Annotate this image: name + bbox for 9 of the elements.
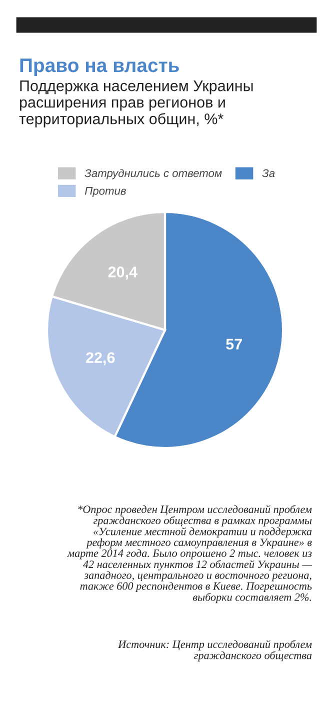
legend-label: Затруднились с ответом bbox=[84, 168, 222, 180]
chart-subtitle: Поддержка населением Украины расширения прав регионов и территориальных общин, %* bbox=[19, 80, 253, 128]
data-label: 22,6 bbox=[86, 352, 115, 366]
chart-title: Право на власть bbox=[20, 58, 179, 76]
text: *Опрос проведен Центром исследований проблем гражданского общества в рамках программы «Усиление местной демократии и поддержка реформ местного самоуправления в Украине» в марте 2014 года. Было опрошено 2 тыс. человек из 42 населенных пунктов 12 областей Украины — западного, центрального и восточного региона, также 600 респондентов в Киеве. Погрешность выборки составляет 2%. bbox=[67, 505, 312, 604]
legend-label: Против bbox=[84, 187, 126, 197]
text: Источник: Центр исследований проблем гражданского общества bbox=[118, 640, 312, 662]
data-label: 57 bbox=[226, 338, 242, 350]
legend-label: За bbox=[262, 169, 275, 178]
